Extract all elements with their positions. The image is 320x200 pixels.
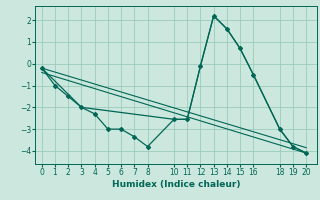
X-axis label: Humidex (Indice chaleur): Humidex (Indice chaleur) xyxy=(112,180,240,189)
